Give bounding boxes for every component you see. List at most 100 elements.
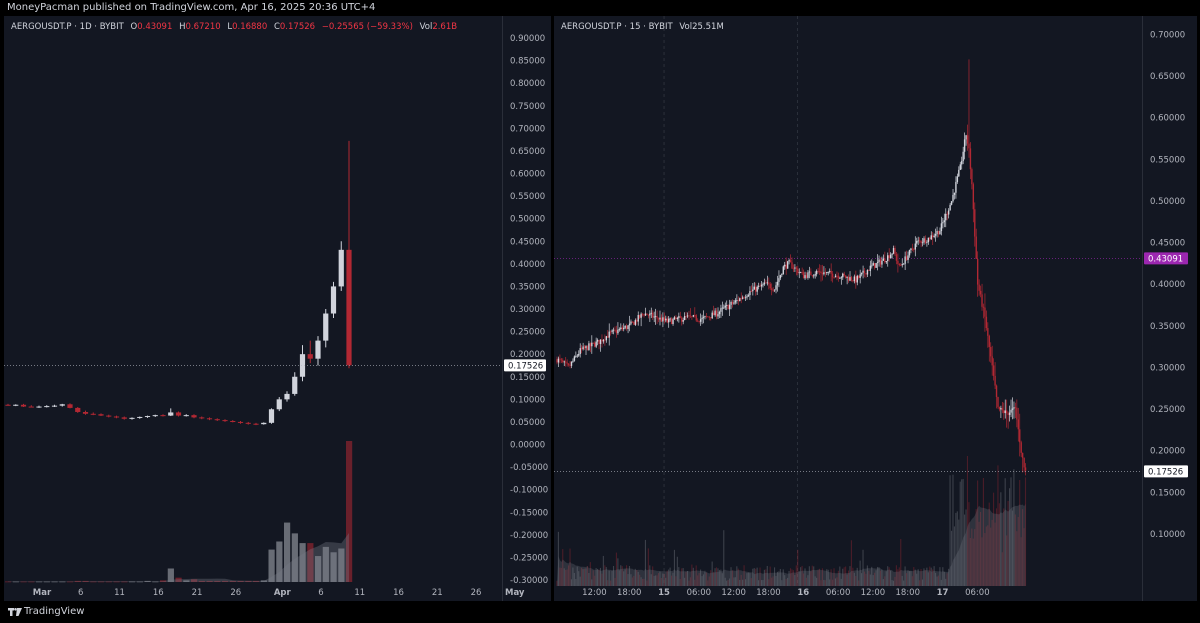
volume-bar — [198, 580, 205, 582]
candle-body — [976, 258, 979, 285]
y-tick-label: 0.65000 — [510, 147, 545, 157]
candle-body — [653, 316, 655, 318]
candle-body — [842, 273, 844, 278]
volume-bar — [662, 573, 664, 586]
volume-bar — [656, 575, 658, 586]
volume-bar — [623, 571, 625, 586]
candle-body — [1010, 409, 1012, 413]
volume-bar — [721, 573, 723, 586]
volume-bar — [630, 574, 632, 586]
candle-body — [129, 417, 135, 419]
volume-bar — [724, 577, 726, 586]
tradingview-logo-icon[interactable] — [8, 606, 22, 618]
volume-bar — [782, 569, 784, 586]
volume-bar — [998, 503, 1000, 586]
candle-body — [1024, 467, 1027, 471]
candle-body — [237, 421, 244, 423]
volume-bar — [868, 570, 870, 586]
candle-body — [834, 275, 837, 278]
candle-body — [631, 321, 634, 323]
volume-bar — [682, 568, 684, 586]
candle-body — [688, 315, 690, 317]
intraday-chart-svg[interactable]: 0.70000 0.65000 0.60000 0.55000 0.50000 0.450… — [554, 16, 1196, 601]
volume-bar — [595, 568, 597, 586]
volume-bar — [977, 480, 979, 586]
candle-body — [604, 339, 606, 341]
volume-bar — [837, 570, 839, 586]
volume-bar — [775, 575, 777, 586]
candle-body — [914, 243, 917, 250]
volume-bar — [923, 568, 925, 586]
price-axis[interactable] — [1142, 16, 1197, 601]
candle-body — [98, 414, 104, 416]
tradingview-brand[interactable]: TradingView — [24, 606, 85, 617]
volume-bar — [617, 558, 619, 586]
candle-body — [657, 318, 660, 320]
exchange: BYBIT — [99, 22, 124, 32]
volume-bar — [560, 567, 562, 586]
candle-body — [338, 249, 344, 287]
candle-body — [943, 220, 946, 223]
volume-bar — [723, 530, 725, 586]
candle-body — [881, 260, 883, 265]
volume-bar — [1024, 477, 1027, 586]
exchange: BYBIT — [648, 22, 673, 32]
volume-bar — [917, 569, 919, 586]
y-tick-label: 0.55000 — [510, 192, 545, 202]
daily-chart-svg[interactable]: 0.90000 0.85000 0.80000 0.75000 0.70000 0.650… — [4, 16, 550, 601]
volume-bar — [940, 579, 942, 586]
volume-bar — [678, 567, 680, 586]
y-tick-label: 0.40000 — [510, 260, 545, 270]
candle-body — [741, 297, 744, 299]
candle-body — [830, 270, 832, 274]
candle-body — [770, 288, 773, 290]
volume-bar — [740, 574, 742, 586]
volume-bar — [563, 568, 565, 586]
candle-body — [315, 340, 321, 359]
volume-bar — [756, 567, 758, 586]
y-tick-label: 0.75000 — [510, 102, 545, 112]
volume-bar — [849, 566, 851, 586]
intraday-chart-panel[interactable]: 0.70000 0.65000 0.60000 0.55000 0.50000 0.450… — [554, 16, 1197, 601]
candle-body — [627, 325, 629, 329]
candle-body — [958, 169, 960, 177]
daily-chart-panel[interactable]: 0.90000 0.85000 0.80000 0.75000 0.70000 0.650… — [4, 16, 551, 601]
candle-body — [636, 320, 638, 322]
volume-bar — [737, 568, 739, 586]
candle-body — [736, 300, 738, 301]
volume-bar — [644, 539, 646, 586]
volume-bar — [913, 567, 915, 586]
volume-bar — [907, 570, 909, 586]
volume-bar — [121, 581, 128, 583]
candle-body — [932, 235, 934, 238]
volume-bar — [1023, 528, 1025, 586]
candle-body — [686, 315, 689, 317]
volume-bar — [750, 578, 752, 586]
candle-body — [51, 405, 58, 407]
candle-body — [950, 201, 953, 205]
volume-bar — [650, 574, 652, 586]
candle-body — [818, 271, 821, 273]
volume-bar — [861, 573, 863, 586]
candle-body — [753, 286, 755, 290]
volume-bar — [676, 556, 678, 586]
volume-bar — [788, 570, 790, 586]
volume-bar — [586, 566, 588, 586]
volume-bar — [643, 578, 645, 586]
volume-bar — [714, 568, 716, 586]
candle-body — [985, 316, 988, 329]
candle-body — [59, 404, 65, 406]
publisher-bar: MoneyPacman published on TradingView.com… — [0, 0, 1200, 16]
volume-bar — [646, 580, 648, 586]
symbol: AERGOUSDT.P — [561, 22, 622, 32]
price-axis[interactable] — [502, 16, 551, 601]
candle-body — [785, 264, 787, 269]
volume-bar — [895, 565, 897, 586]
candle-body — [829, 270, 831, 272]
candle-body — [826, 271, 828, 274]
y-tick-label: 0.60000 — [510, 170, 545, 180]
volume-bar — [338, 548, 345, 582]
candle-body — [778, 278, 780, 282]
volume-bar — [634, 568, 636, 586]
candle-body — [685, 316, 687, 317]
